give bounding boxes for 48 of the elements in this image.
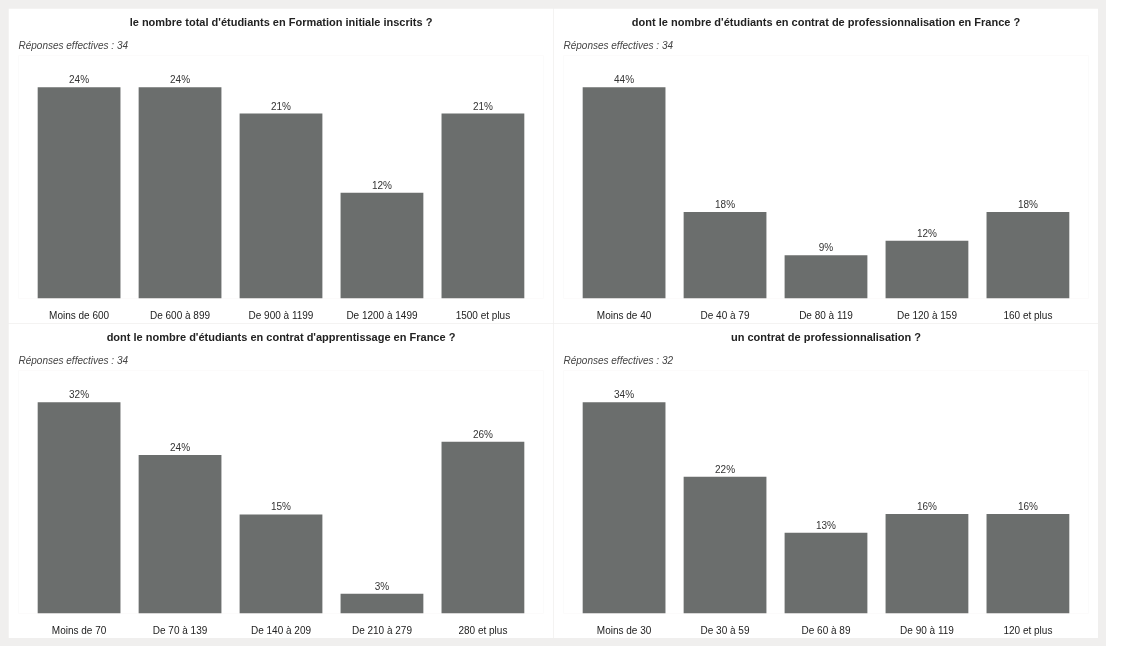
x-tick-label: De 70 à 139 [152, 624, 208, 636]
data-label: 12% [371, 179, 393, 191]
chart-subtitle: Réponses effectives : 34 [18, 354, 129, 366]
x-tick-label: Moins de 600 [49, 309, 110, 321]
data-label: 13% [815, 519, 837, 531]
data-label: 9% [818, 242, 834, 254]
x-tick-label: De 40 à 79 [700, 309, 750, 321]
x-tick-label: 160 et plus [1003, 309, 1053, 321]
x-tick-label: De 80 à 119 [799, 309, 854, 321]
chart-subtitle: Réponses effectives : 34 [563, 39, 674, 51]
data-label: 26% [472, 428, 494, 440]
x-tick-label: De 1200 à 1499 [346, 309, 418, 321]
chart-title: un contrat de professionnalisation ? [730, 330, 922, 343]
data-label: 21% [472, 100, 494, 112]
chart-title: dont le nombre d'étudiants en contrat de professionnalisation en France ? [631, 15, 1021, 28]
chart-subtitle: Réponses effectives : 32 [563, 354, 674, 366]
x-tick-label: Moins de 70 [51, 624, 107, 636]
data-label: 24% [69, 74, 90, 86]
x-tick-label: De 30 à 59 [700, 624, 750, 636]
data-label: 16% [916, 501, 938, 513]
data-label: 32% [69, 389, 90, 401]
data-label: 15% [270, 501, 292, 513]
x-tick-label: De 900 à 1199 [248, 309, 314, 321]
x-tick-label: 1500 et plus [455, 309, 511, 321]
x-tick-label: De 120 à 159 [896, 309, 958, 321]
data-label: 21% [270, 100, 292, 112]
x-tick-label: De 60 à 89 [801, 624, 851, 636]
x-tick-label: 280 et plus [458, 624, 508, 636]
data-label: 24% [170, 74, 191, 86]
data-label: 34% [614, 389, 635, 401]
data-label: 18% [715, 199, 736, 211]
x-tick-label: De 140 à 209 [250, 624, 312, 636]
data-label: 18% [1017, 199, 1039, 211]
chart-title: dont le nombre d'étudiants en contrat d'apprentissage en France ? [106, 330, 456, 343]
x-tick-label: Moins de 40 [596, 309, 652, 321]
data-label: 22% [715, 463, 736, 475]
data-label: 16% [1017, 501, 1039, 513]
x-tick-label: 120 et plus [1003, 624, 1053, 636]
data-label: 24% [170, 442, 191, 454]
data-label: 44% [614, 74, 635, 86]
chart-subtitle: Réponses effectives : 34 [18, 39, 129, 51]
chart-title: le nombre total d'étudiants en Formation initiale inscrits ? [129, 15, 433, 28]
x-tick-label: De 210 à 279 [351, 624, 413, 636]
data-label: 3% [374, 580, 390, 592]
data-label: 12% [916, 227, 938, 239]
x-tick-label: De 600 à 899 [150, 309, 211, 321]
x-tick-label: Moins de 30 [596, 624, 652, 636]
x-tick-label: De 90 à 119 [900, 624, 955, 636]
